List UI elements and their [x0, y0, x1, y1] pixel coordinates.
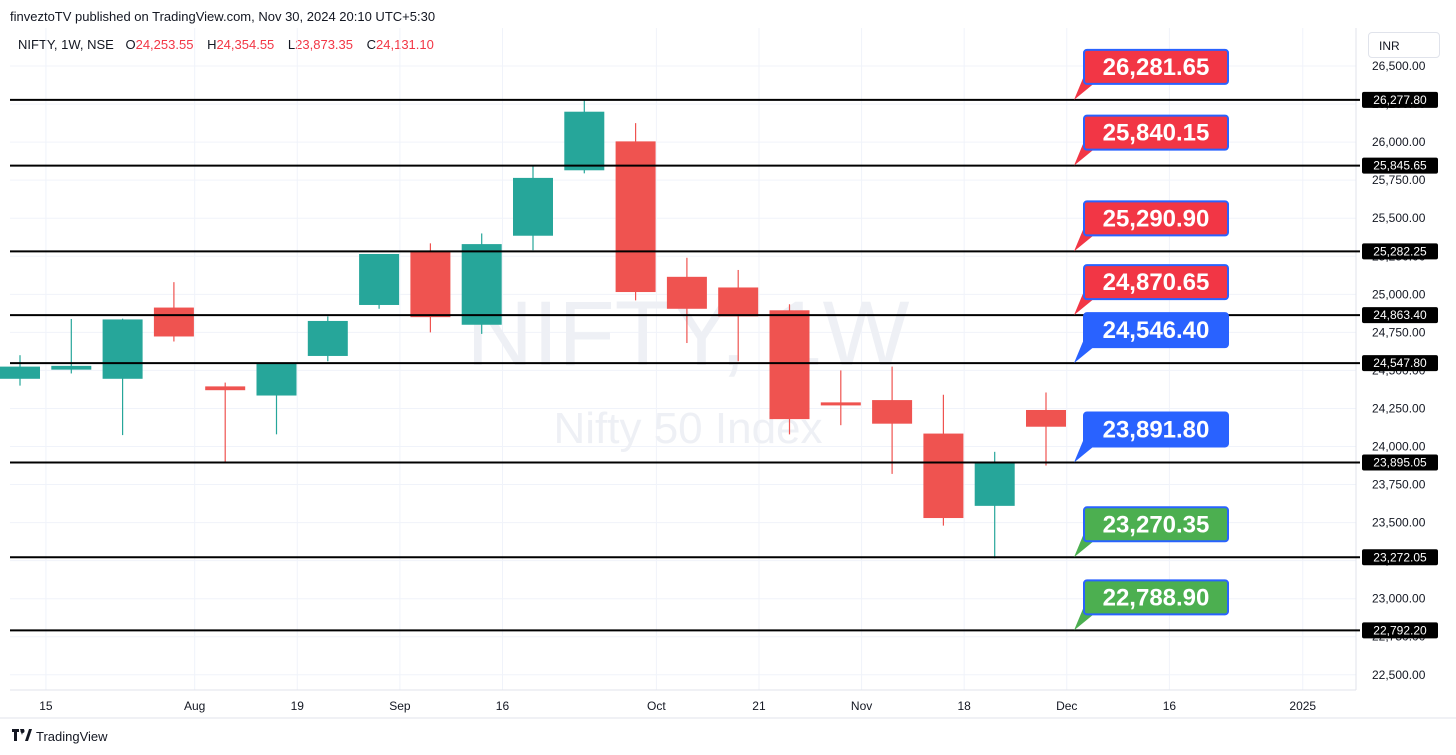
- candle-body[interactable]: [1026, 409, 1066, 427]
- price-callout-label: 23,891.80: [1103, 416, 1210, 443]
- y-tick-label: 23,750.00: [1372, 478, 1426, 492]
- price-callout[interactable]: [1083, 200, 1229, 237]
- axis-price-tag-label: 24,863.40: [1373, 308, 1427, 322]
- x-tick-label: Nov: [851, 699, 872, 713]
- high-key: H: [207, 37, 217, 52]
- price-callout-label: 25,840.15: [1103, 120, 1210, 147]
- price-callout-label: 25,290.90: [1103, 205, 1210, 232]
- y-tick-label: 23,000.00: [1372, 592, 1426, 606]
- candle-body[interactable]: [307, 320, 348, 356]
- candle-body[interactable]: [461, 244, 502, 325]
- x-tick-label: Dec: [1056, 699, 1077, 713]
- x-tick-label: 16: [496, 699, 510, 713]
- price-callout[interactable]: [1083, 264, 1229, 301]
- candle-body[interactable]: [769, 310, 810, 420]
- axis-price-tag: [1362, 622, 1438, 639]
- axis-price-tag: [1362, 243, 1438, 260]
- axis-price-tag-label: 26,277.80: [1373, 93, 1427, 107]
- axis-price-tag: [1362, 157, 1438, 174]
- currency-button[interactable]: INR: [1368, 32, 1440, 58]
- y-tick-label: 23,500.00: [1372, 516, 1426, 530]
- candle-body[interactable]: [718, 287, 759, 317]
- symbol-label[interactable]: NIFTY, 1W, NSE: [18, 37, 114, 52]
- y-tick-label: 24,750.00: [1372, 325, 1426, 339]
- candle-body[interactable]: [923, 433, 964, 519]
- price-callout-label: 24,546.40: [1103, 317, 1210, 344]
- x-tick-label: Oct: [647, 699, 666, 713]
- candle-body[interactable]: [666, 276, 707, 309]
- price-callout-label: 22,788.90: [1103, 584, 1210, 611]
- x-tick-label: 21: [752, 699, 766, 713]
- tradingview-logo-icon: [12, 728, 32, 744]
- candle-body[interactable]: [513, 177, 553, 236]
- axis-price-tag-label: 23,895.05: [1373, 455, 1427, 469]
- price-callout[interactable]: [1083, 506, 1229, 543]
- candle-body[interactable]: [974, 461, 1015, 506]
- open-value: 24,253.55: [135, 37, 194, 52]
- candle-body[interactable]: [256, 363, 297, 396]
- candle-body[interactable]: [205, 386, 246, 391]
- axis-price-tag: [1362, 549, 1438, 566]
- price-callout[interactable]: [1083, 579, 1229, 616]
- y-tick-label: 26,000.00: [1372, 135, 1426, 149]
- price-callout-label: 26,281.65: [1103, 54, 1210, 81]
- candle-body[interactable]: [615, 141, 656, 293]
- low-value: 23,873.35: [295, 37, 353, 52]
- price-callout[interactable]: [1083, 114, 1229, 151]
- ohlc-legend: NIFTY, 1W, NSE O24,253.55 H24,354.55 L23…: [18, 37, 444, 52]
- candle-body[interactable]: [872, 400, 913, 424]
- candle-body[interactable]: [410, 250, 451, 318]
- y-tick-label: 25,500.00: [1372, 211, 1426, 225]
- x-tick-label: 18: [958, 699, 972, 713]
- axis-price-tag-label: 22,792.20: [1373, 623, 1427, 637]
- candle-body[interactable]: [0, 366, 40, 379]
- x-tick-label: 16: [1163, 699, 1177, 713]
- price-callout-label: 24,870.65: [1103, 269, 1210, 296]
- y-tick-label: 22,500.00: [1372, 668, 1426, 682]
- x-tick-label: 19: [291, 699, 305, 713]
- axis-price-tag-label: 23,272.05: [1373, 550, 1427, 564]
- candle-body[interactable]: [153, 307, 194, 337]
- axis-price-tag: [1362, 307, 1438, 324]
- close-value: 24,131.10: [376, 37, 434, 52]
- axis-price-tag-label: 25,845.65: [1373, 159, 1427, 173]
- candle-body[interactable]: [359, 253, 400, 305]
- candle-body[interactable]: [820, 402, 861, 406]
- footer-brand[interactable]: TradingView: [12, 728, 108, 744]
- axis-price-tag: [1362, 91, 1438, 108]
- y-tick-label: 24,000.00: [1372, 440, 1426, 454]
- price-callout-label: 23,270.35: [1103, 511, 1210, 538]
- axis-price-tag: [1362, 454, 1438, 471]
- y-tick-label: 25,750.00: [1372, 173, 1426, 187]
- candle-body[interactable]: [102, 319, 143, 379]
- x-tick-label: Sep: [389, 699, 411, 713]
- x-tick-label: 15: [39, 699, 53, 713]
- price-callout[interactable]: [1083, 411, 1229, 448]
- footer-brand-text: TradingView: [36, 728, 108, 744]
- publish-info: finveztoTV published on TradingView.com,…: [10, 9, 436, 24]
- close-key: C: [366, 37, 377, 52]
- y-tick-label: 25,000.00: [1372, 287, 1426, 301]
- price-callout[interactable]: [1083, 48, 1229, 85]
- price-callout[interactable]: [1083, 312, 1229, 349]
- axis-price-tag: [1362, 355, 1438, 372]
- candle-body[interactable]: [51, 365, 92, 370]
- x-tick-label: 2025: [1289, 699, 1316, 713]
- x-tick-label: Aug: [184, 699, 205, 713]
- axis-price-tag-label: 24,547.80: [1373, 356, 1427, 370]
- axis-price-tag-label: 25,282.25: [1373, 244, 1427, 258]
- candle-body[interactable]: [564, 111, 605, 171]
- high-value: 24,354.55: [216, 37, 275, 52]
- y-tick-label: 24,250.00: [1372, 401, 1426, 415]
- low-key: L: [287, 37, 296, 52]
- open-key: O: [125, 37, 136, 52]
- y-tick-label: 26,500.00: [1372, 59, 1426, 73]
